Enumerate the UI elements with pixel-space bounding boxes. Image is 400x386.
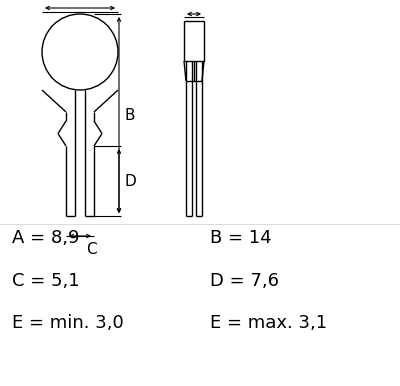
Bar	[184, 21, 204, 61]
Text: A = 8,9: A = 8,9	[12, 229, 80, 247]
Text: B: B	[125, 107, 136, 122]
Text: E: E	[167, 0, 177, 2]
Text: C = 5,1: C = 5,1	[12, 272, 80, 290]
Text: E = min. 3,0: E = min. 3,0	[12, 314, 124, 332]
Text: C: C	[86, 242, 97, 257]
Text: E = max. 3,1: E = max. 3,1	[210, 314, 327, 332]
Text: D = 7,6: D = 7,6	[210, 272, 279, 290]
Text: D: D	[125, 173, 137, 188]
Text: B = 14: B = 14	[210, 229, 272, 247]
